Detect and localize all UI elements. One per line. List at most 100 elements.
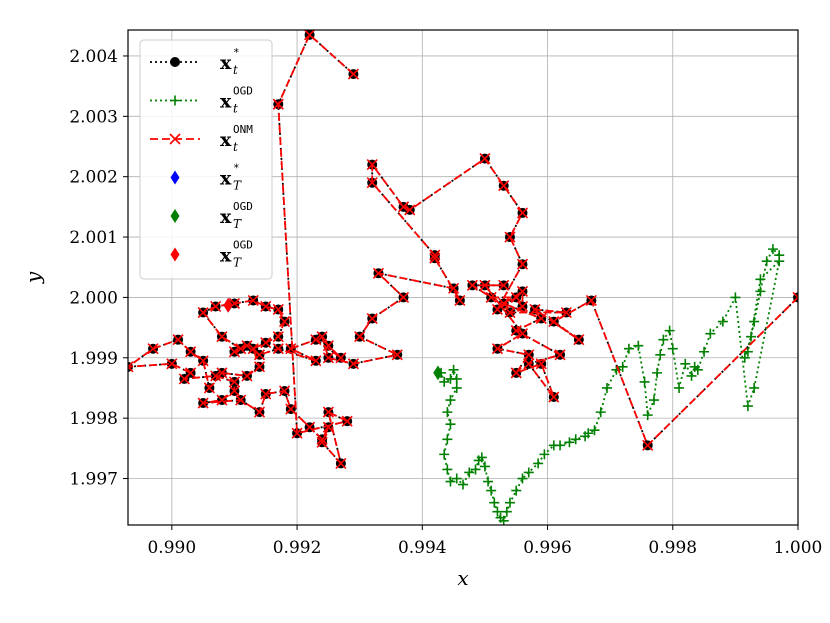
series-point <box>272 98 284 110</box>
series-point <box>197 306 209 319</box>
series-point <box>658 334 669 345</box>
series-point <box>260 300 272 313</box>
legend-marker <box>170 95 180 106</box>
legend-label-sup: ONM <box>233 123 253 136</box>
series-point <box>247 343 259 355</box>
series-point <box>742 346 753 357</box>
series-point <box>366 177 378 189</box>
series-point <box>746 331 757 342</box>
x-tick-label: 1.000 <box>774 538 823 558</box>
series-point <box>228 376 241 388</box>
series-point <box>501 506 512 517</box>
series-point <box>260 337 272 349</box>
legend-label: x <box>220 206 232 228</box>
series-point <box>516 207 529 219</box>
series-point <box>479 153 491 165</box>
legend-label: x <box>220 245 232 267</box>
series-point <box>397 201 410 213</box>
series-point <box>178 373 190 385</box>
series-point <box>699 346 710 357</box>
series-point <box>504 497 515 508</box>
y-tick-label: 1.997 <box>69 470 118 490</box>
series-layer <box>128 30 798 525</box>
series-point <box>774 256 785 267</box>
series-point <box>523 358 535 370</box>
series-point <box>761 256 772 267</box>
y-tick-label: 1.999 <box>69 349 118 369</box>
series-point <box>235 343 247 355</box>
series-point <box>391 349 403 361</box>
series-point <box>539 449 550 460</box>
series-point <box>341 415 353 427</box>
series-point <box>655 349 666 360</box>
series-point <box>147 343 159 355</box>
series-point <box>442 407 453 418</box>
series-point <box>533 458 544 469</box>
series-point <box>504 306 516 319</box>
legend-label-sup: OGD <box>233 85 253 98</box>
series-point <box>529 303 541 316</box>
x-tick-label: 0.990 <box>147 538 196 558</box>
series-point <box>354 331 366 343</box>
series-point <box>464 467 475 478</box>
legend-marker <box>170 209 180 223</box>
series-point <box>347 358 359 370</box>
legend-marker <box>170 247 180 262</box>
series-point <box>580 431 591 442</box>
y-tick-label: 2.003 <box>69 107 118 127</box>
series-point <box>617 361 628 372</box>
series-point <box>491 303 504 316</box>
x-axis-label: x <box>457 566 468 590</box>
series-point <box>291 427 303 439</box>
series-point <box>705 328 716 339</box>
series-point <box>595 407 606 418</box>
legend-label: x <box>220 91 232 113</box>
series-point <box>564 437 575 448</box>
legend-label: x <box>220 129 232 151</box>
series-point <box>304 30 316 41</box>
series-point <box>445 373 456 384</box>
series-2 <box>436 244 785 525</box>
legend-entry: x ONM t <box>150 123 253 154</box>
series-point <box>454 294 466 307</box>
series-point <box>749 382 760 393</box>
y-tick-label: 2.000 <box>69 288 118 308</box>
x-tick-label: 0.994 <box>398 538 447 558</box>
series-point <box>166 358 178 370</box>
series-point <box>504 231 516 243</box>
series-point <box>304 421 316 433</box>
series-point <box>486 485 497 496</box>
series-point <box>667 343 678 354</box>
legend-marker <box>170 57 180 67</box>
series-point <box>548 440 559 451</box>
series-point <box>185 346 197 358</box>
series-point <box>335 457 347 469</box>
axis-ticks: 0.990 0.992 0.994 0.996 0.998 1.000 1.997 1.998… <box>69 47 822 558</box>
series-point <box>742 401 753 412</box>
series-point <box>372 267 385 279</box>
legend-label-sub: T <box>233 179 242 193</box>
series-point <box>686 370 697 381</box>
y-tick-label: 2.002 <box>69 168 118 188</box>
series-point <box>495 512 506 523</box>
series-point <box>642 439 654 451</box>
series-point <box>749 316 760 327</box>
legend-label-sup: OGD <box>233 239 253 252</box>
legend-entry: x OGD T <box>170 200 253 231</box>
series-point <box>439 449 450 460</box>
series-point <box>445 419 456 430</box>
series-point <box>241 370 253 382</box>
series-point <box>767 244 778 255</box>
series-point <box>322 406 334 418</box>
legend-label-sub: T <box>233 256 242 270</box>
legend-label: x <box>220 168 232 190</box>
series-point <box>573 334 585 346</box>
series-point <box>554 349 566 361</box>
series-point <box>429 252 441 264</box>
series-point <box>648 395 659 406</box>
series-point <box>335 352 347 364</box>
legend-label: x <box>220 52 232 74</box>
series-point <box>535 358 547 370</box>
series-point <box>439 376 450 387</box>
